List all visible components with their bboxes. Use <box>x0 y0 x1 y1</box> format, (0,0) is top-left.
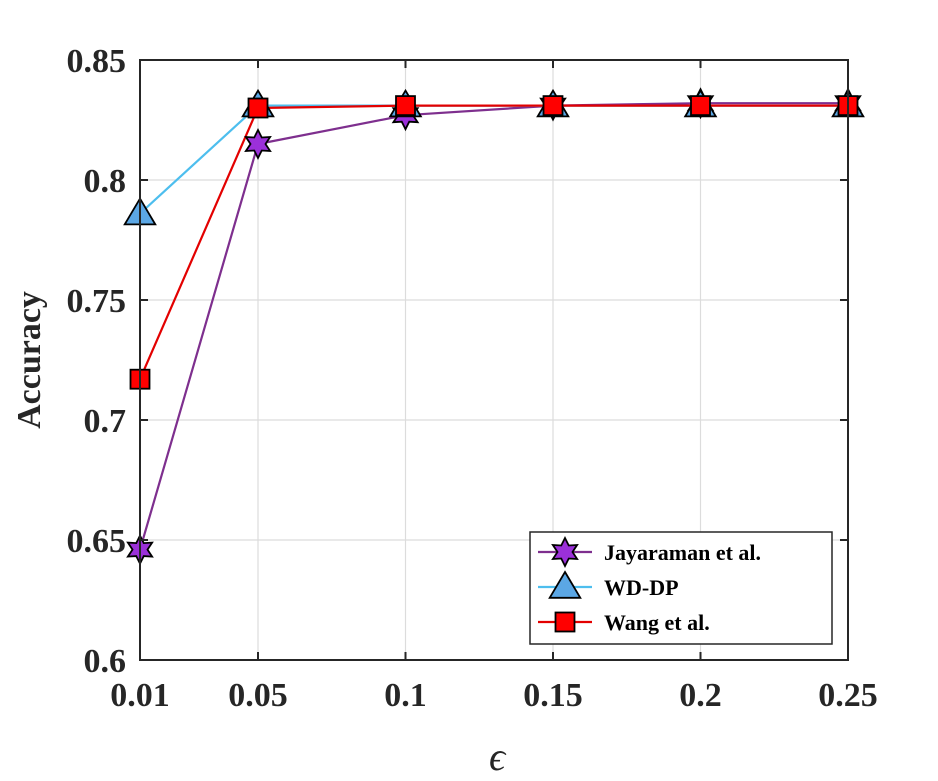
plot-frame <box>139 59 849 661</box>
legend-marker <box>548 570 582 599</box>
x-tick-label: 0.05 <box>228 677 288 714</box>
series-line-2 <box>138 104 848 380</box>
data-point-0 <box>244 127 272 161</box>
legend-marker <box>551 535 579 569</box>
tick-marks <box>139 59 849 661</box>
x-tick-label: 0.25 <box>818 677 878 714</box>
x-tick-label: 0.1 <box>384 677 427 714</box>
legend-entry-label: Wang et al. <box>604 610 710 635</box>
y-tick-label: 0.75 <box>67 283 127 320</box>
series-line-0 <box>138 102 848 550</box>
y-tick-label: 0.8 <box>84 163 127 200</box>
x-tick-label: 0.01 <box>110 677 170 714</box>
data-point-2 <box>690 95 711 116</box>
x-tick-labels: 0.01 0.05 0.1 0.15 0.2 0.25 <box>110 677 878 714</box>
data-point-2 <box>247 97 269 119</box>
y-tick-labels: 0.6 0.65 0.7 0.75 0.8 0.85 <box>67 43 127 680</box>
legend: Jayaraman et al. WD-DP Wang et al. <box>529 531 833 645</box>
x-tick-label: 0.15 <box>523 677 583 714</box>
legend-marker <box>554 611 576 633</box>
y-tick-label: 0.6 <box>84 643 127 680</box>
y-tick-label: 0.85 <box>67 43 127 80</box>
y-tick-label: 0.7 <box>84 403 127 440</box>
legend-entry-label: WD-DP <box>604 575 679 600</box>
series-lines <box>138 102 848 550</box>
legend-entry-label: Jayaraman et al. <box>604 540 761 565</box>
data-point-2 <box>542 95 564 116</box>
data-point-2 <box>395 95 416 116</box>
y-tick-label: 0.65 <box>67 523 127 560</box>
y-axis-label: Accuracy <box>11 291 48 429</box>
x-axis-label: ϵ <box>489 734 507 779</box>
x-tick-label: 0.2 <box>679 677 722 714</box>
